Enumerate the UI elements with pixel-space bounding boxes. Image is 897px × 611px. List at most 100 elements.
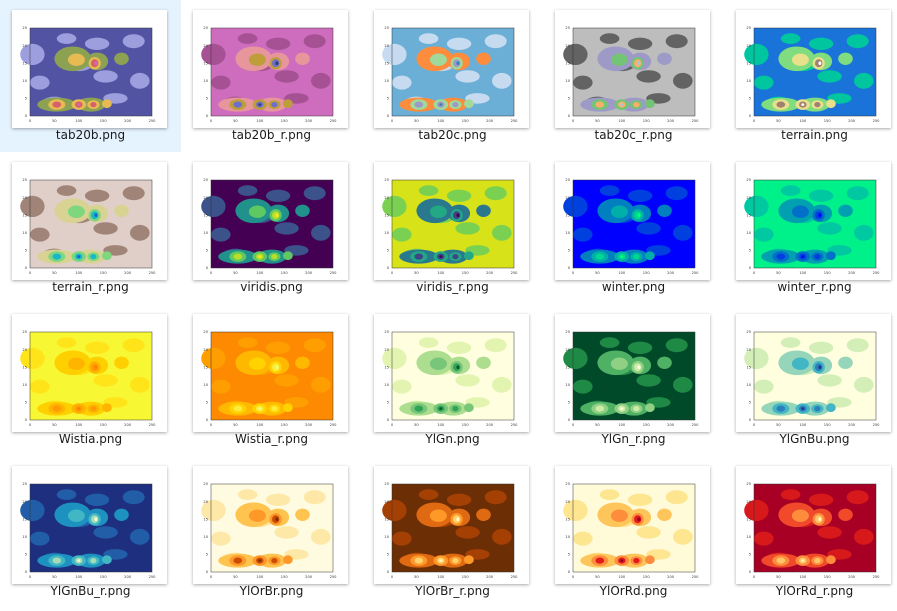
contour-region: [429, 509, 447, 522]
y-tick-label: 15: [22, 61, 27, 65]
contour-region: [382, 347, 407, 369]
contour-region: [114, 204, 129, 217]
y-tick-label: 5: [387, 401, 389, 405]
file-name-label: YlOrBr.png: [239, 584, 304, 598]
contour-region: [791, 509, 809, 522]
contour-region: [817, 374, 842, 387]
contour-region: [838, 356, 853, 369]
x-tick-label: 100: [799, 423, 807, 427]
contour-region: [274, 222, 299, 235]
file-tile[interactable]: 0 50 100 150 200 250 0 5 10 15 20 25 YlOrBr_r.png: [362, 456, 543, 608]
x-tick-label: 100: [75, 271, 83, 275]
contour-region: [20, 195, 45, 217]
contour-region: [633, 406, 640, 412]
file-tile[interactable]: 0 50 100 150 200 250 0 5 10 15 20 25 YlOrRd_r.png: [724, 456, 897, 608]
file-tile[interactable]: 0 50 100 150 200 250 0 5 10 15 20 25 Wistia_r.png: [181, 304, 362, 456]
x-tick-label: 150: [643, 423, 651, 427]
file-name-label: YlGnBu_r.png: [50, 584, 131, 598]
file-tile[interactable]: 0 50 100 150 200 250 0 5 10 15 20 25 terrain_r.png: [0, 152, 181, 304]
contour-region: [645, 99, 655, 109]
contour-region: [265, 493, 291, 506]
file-tile[interactable]: 0 50 100 150 200 250 0 5 10 15 20 25 YlGnBu_r.png: [0, 456, 181, 608]
x-tick-label: 50: [52, 575, 57, 579]
x-tick-label: 250: [330, 119, 338, 123]
x-tick-label: 150: [100, 119, 108, 123]
contour-region: [801, 407, 805, 410]
contour-region: [275, 213, 279, 217]
x-tick-label: 0: [753, 271, 756, 275]
x-tick-label: 100: [437, 423, 445, 427]
y-tick-label: 5: [749, 249, 751, 253]
contour-plot-preview: 0 50 100 150 200 250 0 5 10 15 20 25: [20, 330, 156, 427]
contour-region: [854, 72, 874, 89]
contour-region: [620, 255, 624, 258]
contour-region: [275, 365, 279, 369]
image-thumbnail: 0 50 100 150 200 250 0 5 10 15 20 25: [193, 162, 348, 280]
contour-region: [382, 43, 407, 65]
x-tick-label: 200: [124, 271, 132, 275]
contour-region: [817, 526, 842, 539]
file-tile[interactable]: 0 50 100 150 200 250 0 5 10 15 20 25 YlGn_r.png: [543, 304, 724, 456]
contour-region: [826, 555, 836, 565]
file-tile[interactable]: 0 50 100 150 200 250 0 5 10 15 20 25 tab20c_r.png: [543, 0, 724, 152]
image-thumbnail: 0 50 100 150 200 250 0 5 10 15 20 25: [555, 10, 710, 128]
x-tick-label: 250: [692, 423, 700, 427]
file-tile[interactable]: 0 50 100 150 200 250 0 5 10 15 20 25 terrain.png: [724, 0, 897, 152]
contour-region: [295, 52, 310, 65]
file-tile[interactable]: 0 50 100 150 200 250 0 5 10 15 20 25 tab20b.png: [0, 0, 181, 152]
contour-region: [265, 189, 291, 202]
y-tick-label: 5: [568, 401, 570, 405]
y-tick-label: 15: [384, 517, 389, 521]
contour-region: [93, 526, 118, 539]
x-tick-label: 50: [233, 271, 238, 275]
image-thumbnail: 0 50 100 150 200 250 0 5 10 15 20 25: [736, 162, 891, 280]
contour-plot-preview: 0 50 100 150 200 250 0 5 10 15 20 25: [382, 26, 518, 123]
contour-region: [211, 227, 231, 242]
x-tick-label: 200: [667, 271, 675, 275]
file-tile[interactable]: 0 50 100 150 200 250 0 5 10 15 20 25 winter_r.png: [724, 152, 897, 304]
y-tick-label: 10: [203, 535, 208, 539]
file-tile[interactable]: 0 50 100 150 200 250 0 5 10 15 20 25 tab20c.png: [362, 0, 543, 152]
contour-plot-preview: 0 50 100 150 200 250 0 5 10 15 20 25: [744, 26, 880, 123]
contour-region: [573, 379, 593, 394]
contour-region: [84, 189, 110, 202]
file-name-label: viridis.png: [240, 280, 303, 294]
contour-plot-preview: 0 50 100 150 200 250 0 5 10 15 20 25: [201, 178, 337, 275]
contour-region: [94, 213, 98, 217]
y-tick-label: 10: [22, 383, 27, 387]
file-tile[interactable]: 0 50 100 150 200 250 0 5 10 15 20 25 YlGn.png: [362, 304, 543, 456]
file-tile[interactable]: 0 50 100 150 200 250 0 5 10 15 20 25 YlOrRd.png: [543, 456, 724, 608]
contour-region: [854, 376, 874, 393]
x-tick-label: 150: [462, 575, 470, 579]
file-tile[interactable]: 0 50 100 150 200 250 0 5 10 15 20 25 viridis.png: [181, 152, 362, 304]
x-tick-label: 150: [824, 575, 832, 579]
file-tile[interactable]: 0 50 100 150 200 250 0 5 10 15 20 25 YlGnBu.png: [724, 304, 897, 456]
contour-region: [610, 509, 628, 522]
y-tick-label: 20: [384, 44, 389, 48]
x-tick-label: 200: [667, 575, 675, 579]
plot-frame: [210, 331, 334, 421]
file-tile[interactable]: 0 50 100 150 200 250 0 5 10 15 20 25 winter.png: [543, 152, 724, 304]
contour-region: [30, 379, 50, 394]
y-tick-label: 15: [746, 365, 751, 369]
contour-region: [573, 75, 593, 90]
file-tile[interactable]: 0 50 100 150 200 250 0 5 10 15 20 25 viridis_r.png: [362, 152, 543, 304]
x-tick-label: 50: [414, 575, 419, 579]
x-tick-label: 100: [437, 271, 445, 275]
x-tick-label: 250: [873, 575, 881, 579]
file-tile[interactable]: 0 50 100 150 200 250 0 5 10 15 20 25 tab20b_r.png: [181, 0, 362, 152]
x-tick-label: 250: [149, 575, 157, 579]
file-tile[interactable]: 0 50 100 150 200 250 0 5 10 15 20 25 Wistia.png: [0, 304, 181, 456]
x-tick-label: 100: [799, 119, 807, 123]
contour-region: [90, 102, 97, 108]
contour-region: [636, 526, 661, 539]
file-tile[interactable]: 0 50 100 150 200 250 0 5 10 15 20 25 YlOrBr.png: [181, 456, 362, 608]
y-tick-label: 0: [25, 266, 28, 270]
y-tick-label: 15: [22, 365, 27, 369]
contour-region: [657, 204, 672, 217]
image-thumbnail: 0 50 100 150 200 250 0 5 10 15 20 25: [193, 10, 348, 128]
contour-region: [808, 341, 834, 354]
contour-region: [846, 490, 869, 505]
contour-region: [258, 255, 262, 258]
y-tick-label: 5: [387, 553, 389, 557]
